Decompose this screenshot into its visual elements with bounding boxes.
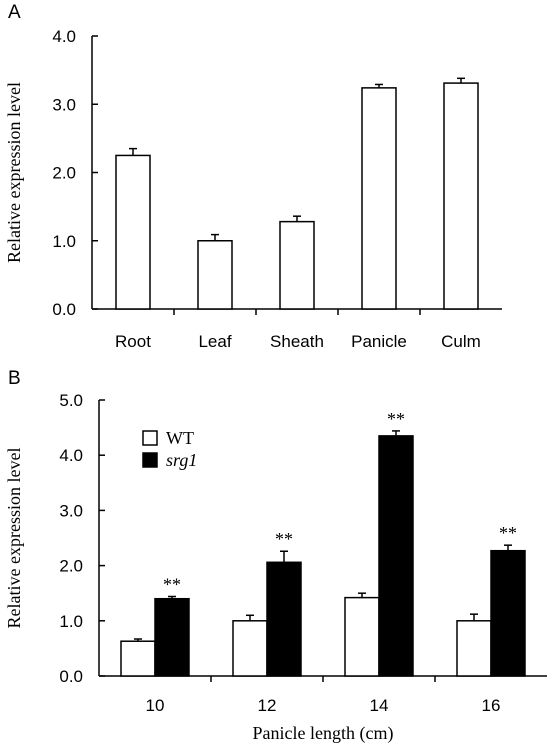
y-tick-label: 0.0 [52,300,76,319]
significance-mark: ** [275,529,293,549]
y-axis-title: Relative expression level [4,82,24,263]
y-tick-label: 3.0 [52,95,76,114]
category-label: 10 [146,696,165,715]
significance-mark: ** [387,409,405,429]
legend-label-wt: WT [166,428,194,448]
significance-mark: ** [163,575,181,595]
category-label: Leaf [198,332,231,351]
legend-swatch-srg1 [142,452,158,468]
bar-value [115,154,151,310]
y-tick-label: 2.0 [59,557,83,576]
panel-letter: B [8,368,21,389]
category-label: Sheath [270,332,324,351]
bar-value [361,87,397,310]
panel-letter: A [8,2,21,23]
bar-value [279,220,315,310]
x-axis-title: Panicle length (cm) [253,723,394,744]
y-tick-label: 4.0 [59,446,83,465]
bar-srg1 [266,561,302,677]
y-tick-label: 1.0 [59,612,83,631]
bar-wt [344,596,380,677]
category-label: Panicle [351,332,407,351]
bar-srg1 [154,597,190,677]
legend-swatch-wt [142,430,158,446]
panel-b: B 0.0 1.0 2.0 3.0 4.0 5.0 Relative expression l… [4,368,547,744]
category-label: Root [115,332,151,351]
y-tick-label: 4.0 [52,27,76,46]
y-tick-label: 0.0 [59,667,83,686]
y-tick-label: 1.0 [52,232,76,251]
bar-srg1 [490,549,526,677]
significance-mark: ** [499,523,517,543]
y-tick-label: 2.0 [52,164,76,183]
panel-a: A 0.0 1.0 2.0 3.0 4.0 Relative expression leve… [4,2,502,351]
legend-label-srg1: srg1 [166,450,197,470]
category-label: Culm [441,332,481,351]
y-tick-label: 3.0 [59,501,83,520]
bar-wt [232,620,268,677]
bar-wt [120,640,156,677]
bar-wt [456,620,492,677]
category-label: 14 [370,696,389,715]
y-axis-title: Relative expression level [4,448,24,629]
y-tick-label: 5.0 [59,391,83,410]
bar-srg1 [378,435,414,677]
category-label: 16 [482,696,501,715]
category-label: 12 [258,696,277,715]
bar-value [197,240,233,310]
bar-value [443,82,479,310]
